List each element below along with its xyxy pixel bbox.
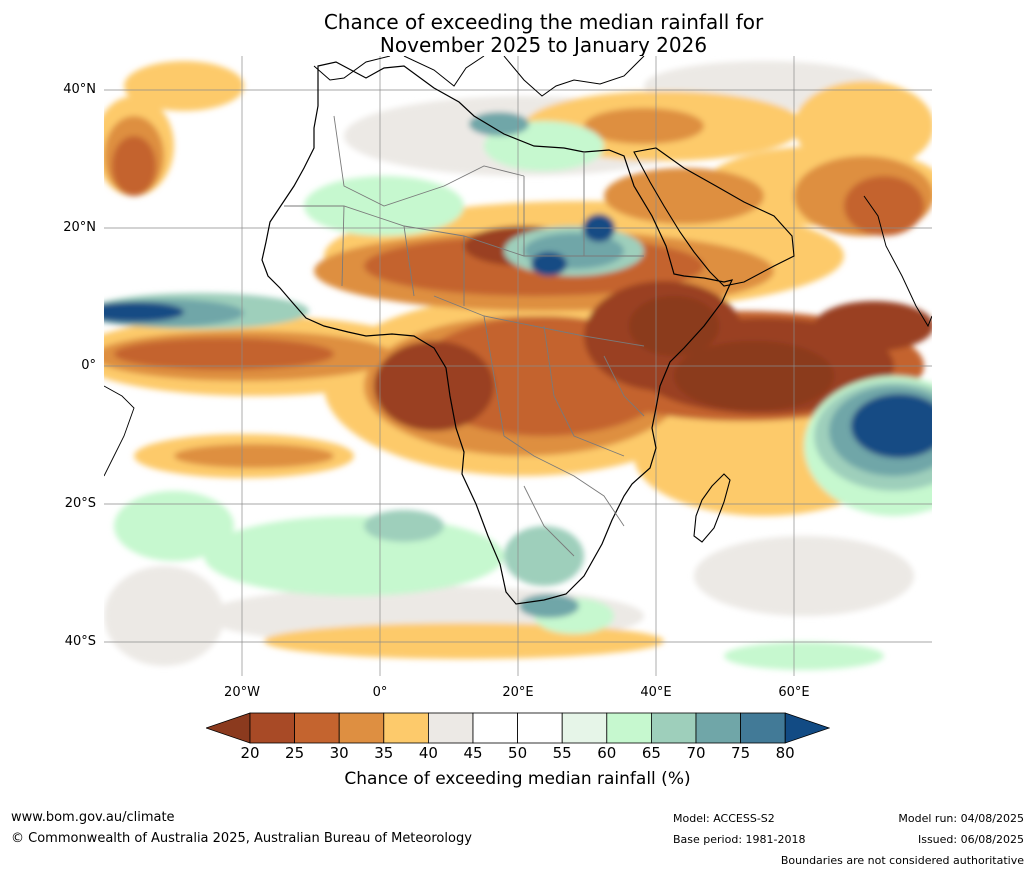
colorbar-tick-label: 60 [597,744,617,762]
base-period: Base period: 1981-2018 [673,833,806,846]
colorbar-label: Chance of exceeding median rainfall (%) [344,769,691,789]
atlantic-islands [104,385,135,477]
africa-coastline [261,61,734,605]
colorbar-segment [294,712,340,744]
colorbar-tick-label: 55 [552,744,572,762]
lat-tick-label: 20°N [63,220,96,235]
chart-title-line-2: November 2025 to January 2026 [379,33,708,57]
colorbar-tick-label: 65 [641,744,661,762]
boundaries-disclaimer: Boundaries are not considered authoritat… [780,854,1024,867]
colorbar-tick-label: 35 [374,744,394,762]
website-link[interactable]: www.bom.gov.au/climate [11,810,175,825]
colorbar-tick-label: 30 [329,744,349,762]
issued-date: Issued: 06/08/2025 [917,833,1024,846]
colorbar-tick-label: 80 [775,744,795,762]
colorbar-segment [383,712,429,744]
colorbar-segment [650,712,697,744]
madagascar-outline [693,473,731,543]
lon-tick-label: 60°E [778,685,810,700]
colorbar-extend-high [784,712,830,744]
lon-tick-label: 20°W [224,685,260,700]
model-run-date: Model run: 04/08/2025 [898,812,1024,825]
map-gridlines [104,56,932,676]
arabia-coastline [633,147,795,287]
colorbar-tick-label: 25 [285,744,305,762]
colorbar-segment [740,712,786,744]
lon-tick-label: 0° [372,685,388,700]
chart-title-line-1: Chance of exceeding the median rainfall … [323,10,764,34]
colorbar-tick-label: 40 [418,744,438,762]
colorbar-tick-label: 50 [508,744,528,762]
lon-tick-label: 20°E [502,685,534,700]
country-borders [284,115,645,557]
colorbar-tick-label: 45 [463,744,483,762]
colorbar-segment [561,712,608,744]
colorbar-extend-low [206,712,251,744]
europe-coastline [313,56,645,97]
colorbar-tick-label: 20 [240,744,260,762]
india-coastline [863,195,932,328]
rainfall-probability-map [104,56,932,676]
colorbar-tick-label: 70 [686,744,706,762]
lat-tick-label: 40°N [63,82,96,97]
colorbar-segment [427,712,474,744]
lat-tick-label: 40°S [64,634,96,649]
model-name: Model: ACCESS-S2 [673,812,775,825]
colorbar-segment [695,712,741,744]
colorbar-segment [338,712,385,744]
colorbar-segment [472,712,518,744]
probability-field [104,61,932,670]
colorbar [206,712,830,744]
colorbar-tick-label: 75 [731,744,751,762]
copyright-text: © Commonwealth of Australia 2025, Austra… [11,831,472,846]
colorbar-segment [249,712,295,744]
colorbar-segment [517,712,563,744]
lat-tick-label: 20°S [64,496,96,511]
colorbar-segment [606,712,652,744]
lon-tick-label: 40°E [640,685,672,700]
lat-tick-label: 0° [81,358,96,373]
